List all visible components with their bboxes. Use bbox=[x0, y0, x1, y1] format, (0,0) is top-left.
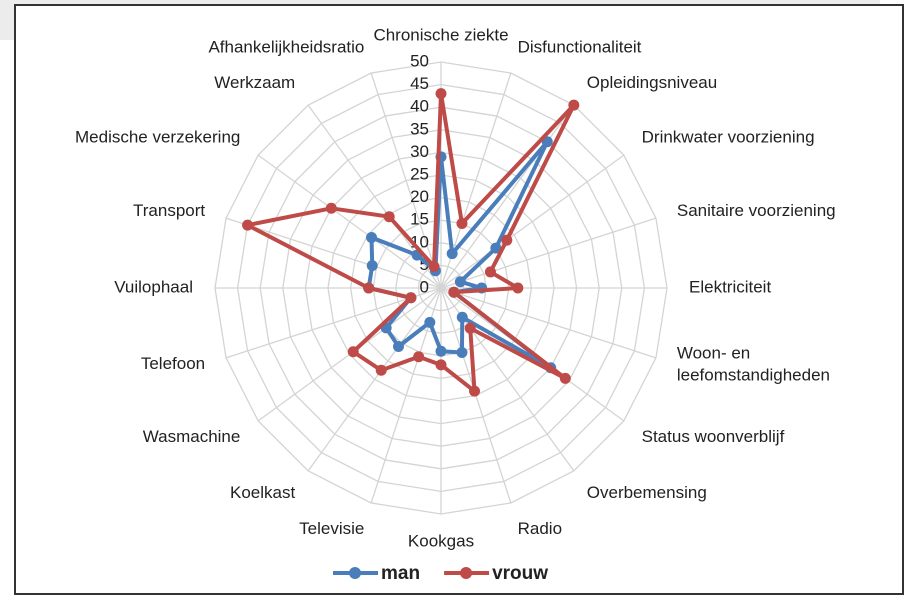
category-label: Opleidingsniveau bbox=[587, 73, 717, 92]
series-marker bbox=[366, 232, 378, 244]
category-label: Vuilophaal bbox=[114, 277, 193, 296]
series-marker bbox=[559, 372, 571, 384]
spoke bbox=[225, 217, 442, 289]
y-tick-label: 35 bbox=[410, 119, 429, 138]
spoke bbox=[225, 287, 442, 359]
category-label: Werkzaam bbox=[214, 73, 295, 92]
series-marker bbox=[413, 351, 425, 363]
category-label: Transport bbox=[133, 201, 205, 220]
legend-marker bbox=[460, 567, 473, 579]
category-label: Overbemensing bbox=[587, 483, 707, 502]
y-tick-label: 45 bbox=[410, 74, 429, 93]
series-marker bbox=[383, 211, 395, 223]
spoke bbox=[307, 287, 442, 472]
category-label: Televisie bbox=[299, 519, 364, 538]
series-marker bbox=[446, 248, 458, 260]
y-tick-label: 20 bbox=[410, 187, 429, 206]
category-label: Woon- en leefomstandigheden bbox=[677, 344, 830, 385]
spoke bbox=[370, 72, 442, 289]
series-marker bbox=[363, 282, 375, 294]
category-label: Disfunctionaliteit bbox=[518, 38, 642, 57]
category-label: Kookgas bbox=[408, 531, 474, 550]
category-label: Wasmachine bbox=[143, 427, 241, 446]
y-tick-label: 5 bbox=[420, 255, 429, 274]
category-label: Koelkast bbox=[230, 483, 295, 502]
series-marker bbox=[325, 202, 337, 214]
spoke bbox=[440, 154, 625, 289]
series-marker bbox=[512, 282, 524, 294]
series-marker bbox=[435, 88, 447, 100]
series-marker bbox=[448, 286, 460, 298]
series-marker bbox=[501, 234, 513, 246]
category-label: Chronische ziekte bbox=[373, 25, 508, 44]
series-marker bbox=[469, 385, 481, 397]
series-marker bbox=[464, 322, 476, 334]
series-marker bbox=[424, 316, 436, 328]
chart-frame bbox=[14, 4, 904, 595]
series-marker bbox=[568, 99, 580, 111]
y-tick-label: 50 bbox=[410, 51, 429, 70]
series-marker bbox=[456, 346, 468, 358]
series-marker bbox=[366, 260, 378, 272]
series-marker bbox=[405, 292, 417, 304]
legend-label: vrouw bbox=[492, 563, 548, 584]
legend-marker bbox=[349, 567, 361, 579]
y-tick-label: 15 bbox=[410, 210, 429, 229]
series-marker bbox=[456, 311, 468, 323]
series-marker bbox=[484, 266, 496, 278]
spoke bbox=[440, 104, 575, 289]
category-label: Elektriciteit bbox=[689, 277, 771, 296]
category-label: Status woonverblijf bbox=[642, 427, 785, 446]
y-tick-label: 0 bbox=[420, 277, 429, 296]
spoke bbox=[257, 154, 442, 289]
series-marker bbox=[375, 364, 387, 376]
series-marker bbox=[435, 359, 447, 371]
series-marker bbox=[456, 218, 468, 230]
category-label: Sanitaire voorziening bbox=[677, 201, 836, 220]
category-label: Radio bbox=[518, 519, 562, 538]
series-marker bbox=[428, 261, 440, 273]
series-marker bbox=[242, 219, 254, 231]
spoke bbox=[440, 217, 657, 289]
series-marker bbox=[454, 276, 466, 288]
series-marker bbox=[392, 341, 404, 353]
y-tick-label: 40 bbox=[410, 97, 429, 116]
category-label: Medische verzekering bbox=[75, 128, 240, 147]
y-tick-label: 30 bbox=[410, 142, 429, 161]
series-marker bbox=[435, 345, 447, 357]
spoke bbox=[440, 287, 657, 359]
category-label: Telefoon bbox=[141, 354, 205, 373]
series-marker bbox=[490, 242, 502, 254]
legend-label: man bbox=[381, 563, 420, 584]
category-label: Drinkwater voorziening bbox=[642, 128, 815, 147]
series-marker bbox=[347, 346, 359, 358]
y-tick-label: 25 bbox=[410, 164, 429, 183]
category-label: Afhankelijkheidsratio bbox=[208, 38, 364, 57]
